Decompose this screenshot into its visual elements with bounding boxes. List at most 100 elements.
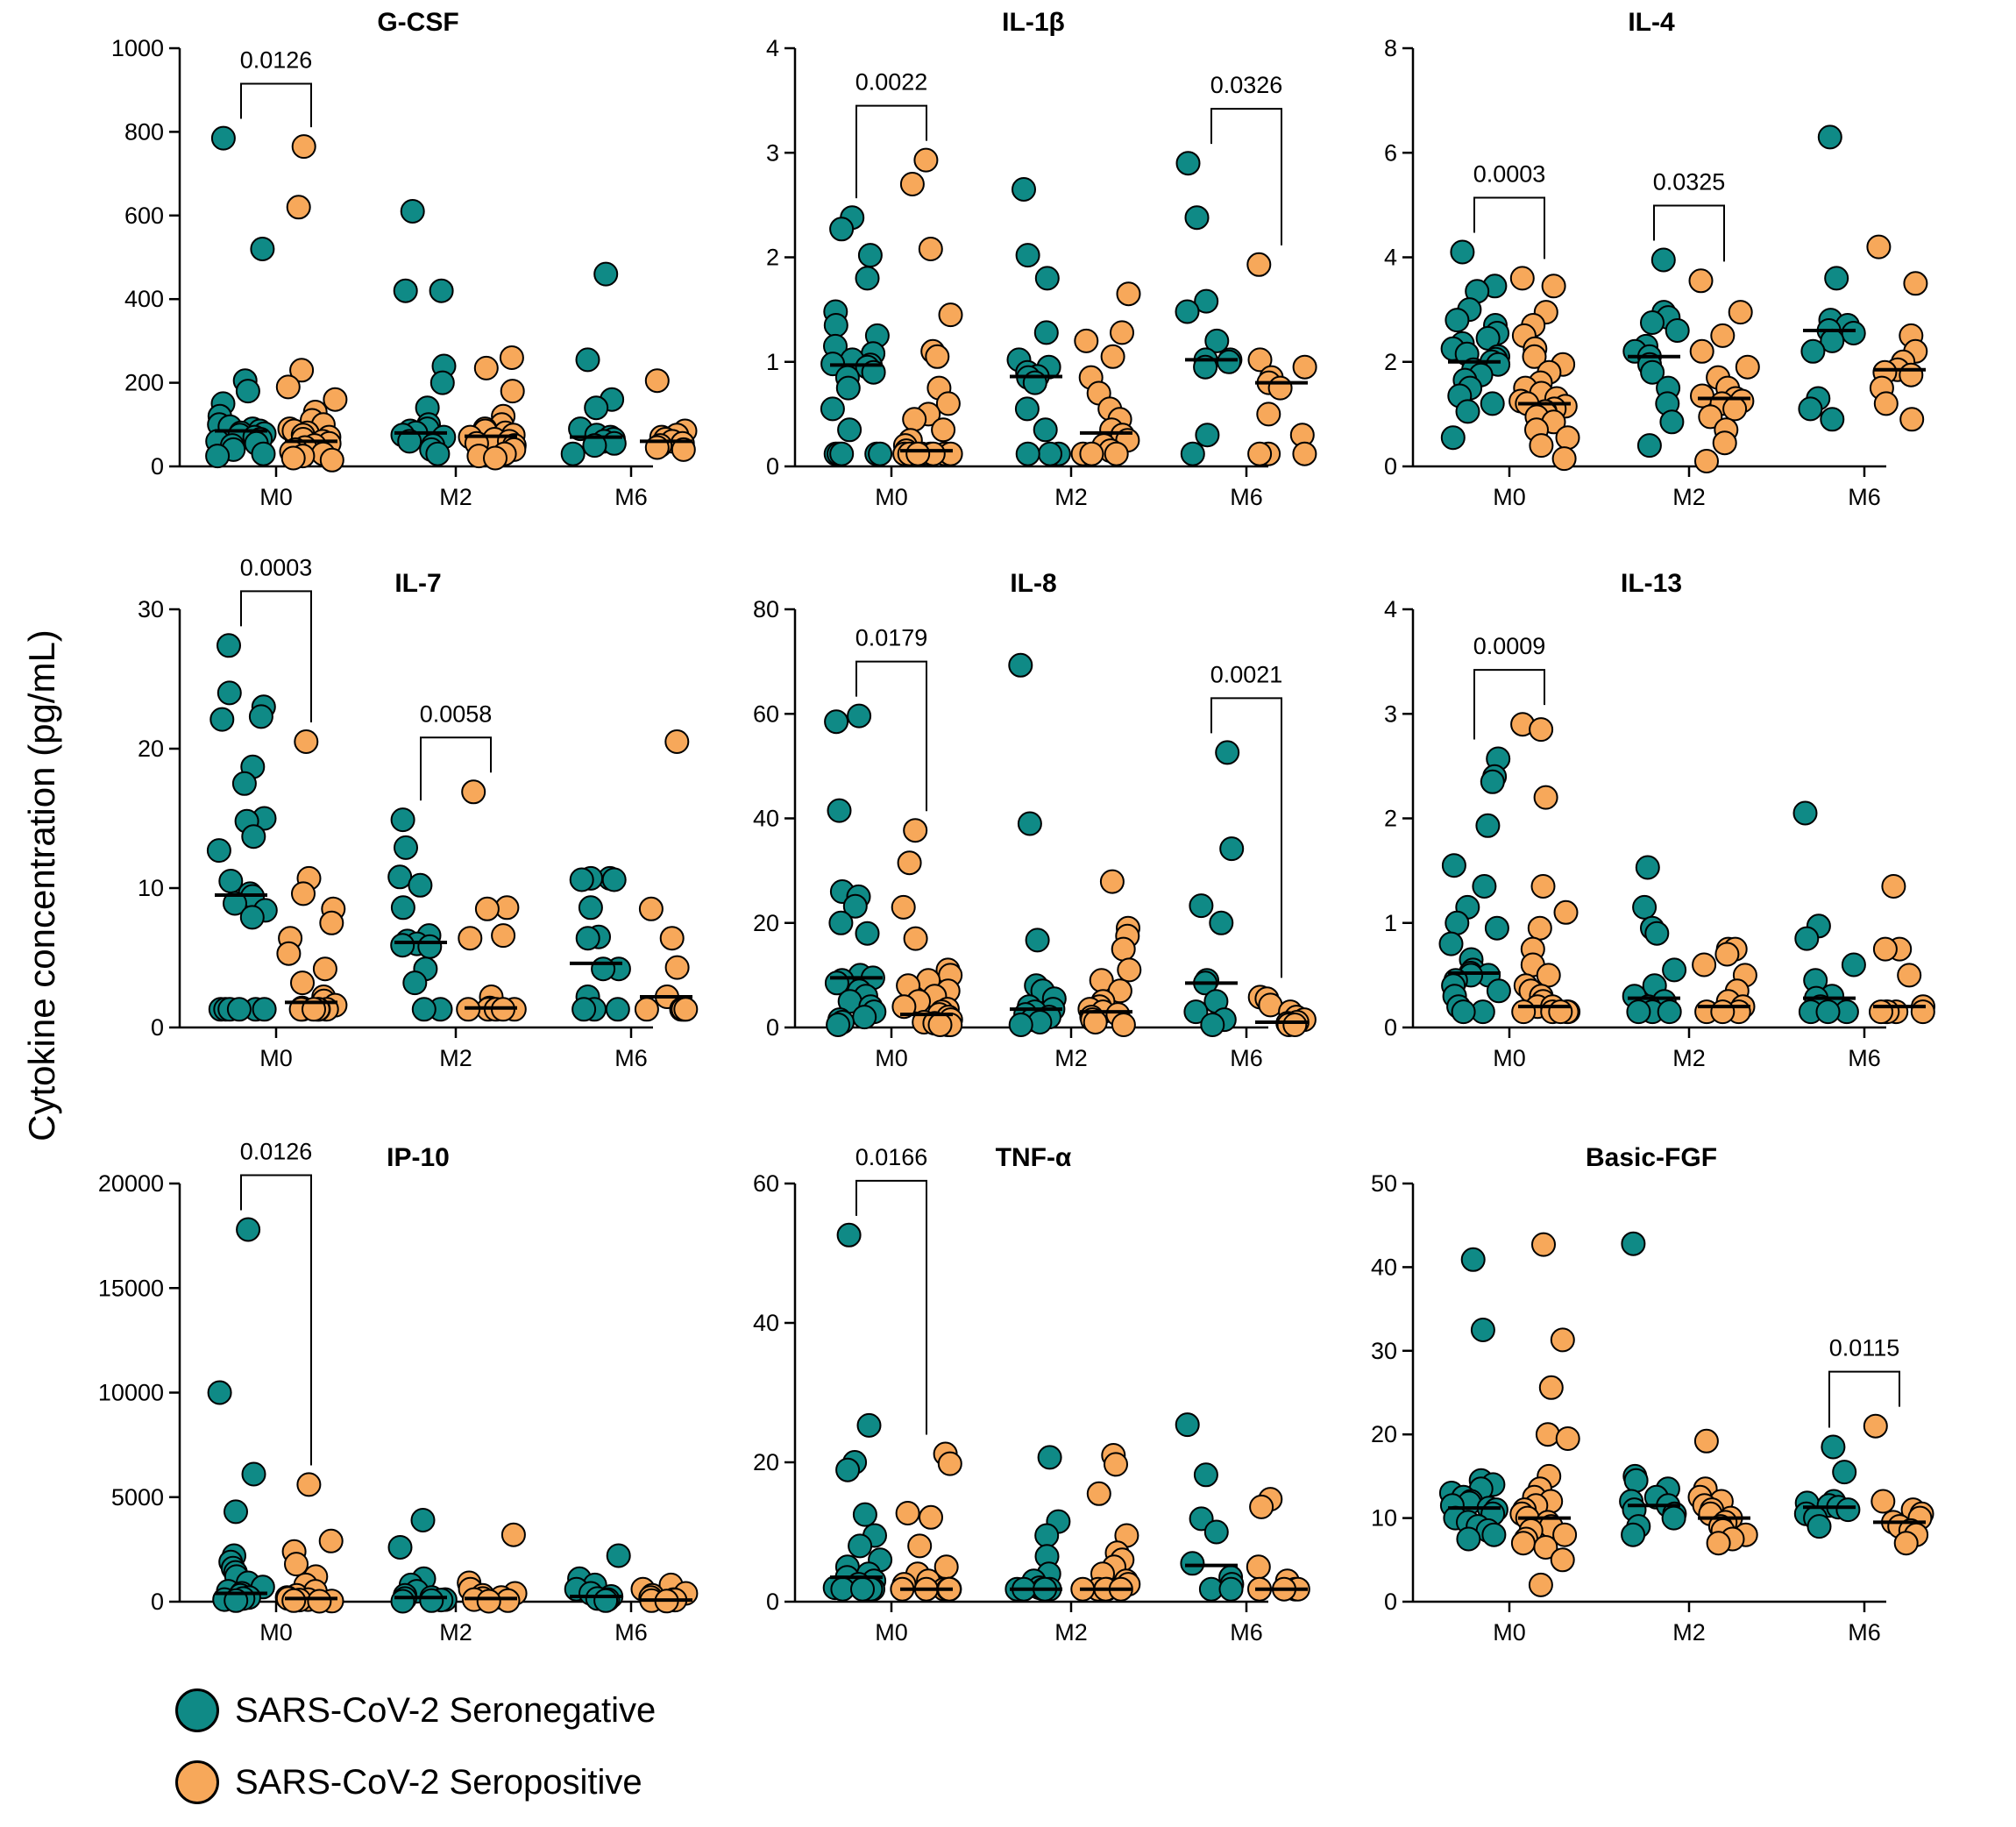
- seropositive-point: [1689, 338, 1714, 364]
- seronegative-point: [217, 680, 242, 706]
- seropositive-point: [1529, 717, 1554, 743]
- seropositive-point: [927, 1013, 953, 1037]
- y-tick-label: 50: [1371, 1170, 1397, 1197]
- y-tick-label: 15000: [98, 1275, 164, 1301]
- legend-label-seronegative: SARS-CoV-2 Seronegative: [235, 1690, 657, 1730]
- y-tick-label: 400: [124, 286, 164, 312]
- seronegative-point: [868, 441, 893, 466]
- seronegative-point: [857, 243, 883, 268]
- seropositive-point: [318, 1528, 344, 1553]
- seronegative-point: [837, 417, 862, 443]
- seronegative-point: [1480, 391, 1505, 416]
- seropositive-point: [1079, 441, 1104, 466]
- panel-title: IL-7: [394, 569, 441, 598]
- y-tick-label: 2: [1384, 806, 1397, 832]
- seronegative-point: [1486, 978, 1511, 1004]
- x-tick-label: M2: [439, 484, 472, 510]
- p-value-label: 0.0022: [855, 69, 928, 96]
- x-tick-label: M2: [439, 1045, 472, 1071]
- y-tick-label: 20: [1371, 1421, 1397, 1447]
- x-tick-label: M0: [875, 1045, 908, 1071]
- y-tick-label: 3: [766, 139, 779, 166]
- seropositive-point: [1555, 1426, 1580, 1451]
- x-tick-label: M0: [1493, 1045, 1526, 1071]
- seropositive-point: [1247, 441, 1273, 466]
- seronegative-point: [1623, 1468, 1649, 1493]
- seropositive-point: [1693, 1428, 1719, 1454]
- seronegative-point: [835, 375, 861, 401]
- seropositive-point: [1117, 957, 1142, 983]
- seropositive-point: [1552, 1522, 1578, 1547]
- x-tick-label: M2: [439, 1619, 472, 1646]
- seronegative-point: [829, 441, 855, 466]
- seropositive-point: [634, 997, 659, 1022]
- seronegative-point: [1640, 310, 1665, 335]
- seropositive-point: [913, 147, 939, 173]
- orange-circle-icon: [175, 1760, 219, 1804]
- seropositive-point: [664, 729, 690, 754]
- p-value-label: 0.0166: [855, 1144, 928, 1170]
- seropositive-point: [319, 447, 344, 473]
- seronegative-point: [205, 444, 231, 469]
- seronegative-point: [601, 867, 627, 892]
- seronegative-point: [1209, 910, 1234, 935]
- seropositive-point: [895, 1501, 920, 1525]
- seronegative-point: [850, 1576, 875, 1602]
- seropositive-point: [1536, 963, 1561, 988]
- seropositive-point: [1698, 404, 1723, 430]
- x-tick-label: M6: [1848, 1045, 1881, 1071]
- seronegative-point: [1450, 239, 1475, 265]
- seronegative-point: [1621, 1522, 1646, 1547]
- y-tick-label: 2: [1384, 349, 1397, 375]
- panel-title: Basic-FGF: [1586, 1143, 1717, 1172]
- seropositive-point: [461, 779, 486, 805]
- seropositive-point: [1509, 266, 1535, 291]
- y-tick-label: 20: [138, 736, 164, 762]
- seropositive-point: [1527, 915, 1552, 941]
- seronegative-point: [1650, 247, 1676, 273]
- seronegative-point: [1644, 921, 1670, 946]
- x-tick-label: M2: [1672, 1045, 1706, 1071]
- panel-title: IL-4: [1628, 8, 1675, 37]
- seropositive-point: [903, 818, 928, 843]
- seronegative-point: [239, 905, 265, 930]
- seropositive-point: [1246, 252, 1272, 277]
- legend-label-seropositive: SARS-CoV-2 Seropositive: [235, 1762, 642, 1802]
- seronegative-point: [251, 441, 276, 466]
- seronegative-point: [1817, 124, 1842, 150]
- seropositive-point: [644, 368, 670, 394]
- p-value-label: 0.0003: [240, 554, 313, 580]
- seropositive-point: [1692, 952, 1717, 977]
- seronegative-point: [1033, 320, 1059, 345]
- seronegative-point: [1440, 425, 1466, 451]
- seronegative-point: [1807, 1514, 1832, 1539]
- seronegative-point: [226, 997, 252, 1022]
- seronegative-point: [1033, 417, 1058, 443]
- seropositive-point: [1249, 1494, 1274, 1519]
- y-tick-label: 1: [1384, 910, 1397, 936]
- seropositive-point: [312, 956, 337, 982]
- seronegative-point: [605, 997, 630, 1022]
- seropositive-point: [499, 345, 524, 370]
- seropositive-point: [1714, 942, 1740, 967]
- seropositive-point: [673, 997, 699, 1022]
- seronegative-point: [1175, 1412, 1200, 1438]
- seronegative-point: [1445, 910, 1470, 935]
- legend: SARS-CoV-2 Seronegative SARS-CoV-2 Serop…: [175, 1683, 656, 1827]
- seropositive-point: [1873, 391, 1899, 416]
- x-tick-label: M2: [1054, 1045, 1088, 1071]
- y-tick-label: 80: [753, 596, 779, 622]
- seronegative-point: [402, 970, 428, 996]
- seronegative-point: [1621, 1231, 1646, 1256]
- seronegative-point: [575, 926, 600, 951]
- y-tick-label: 60: [753, 700, 779, 727]
- seropositive-point: [1104, 1452, 1128, 1477]
- seronegative-point: [1215, 740, 1240, 765]
- significance-bracket: [1653, 204, 1725, 262]
- seropositive-point: [1533, 1535, 1558, 1560]
- seropositive-point: [1533, 785, 1558, 810]
- panel-title: TNF-α: [996, 1143, 1072, 1172]
- x-tick-label: M0: [875, 484, 908, 510]
- seropositive-point: [902, 407, 927, 432]
